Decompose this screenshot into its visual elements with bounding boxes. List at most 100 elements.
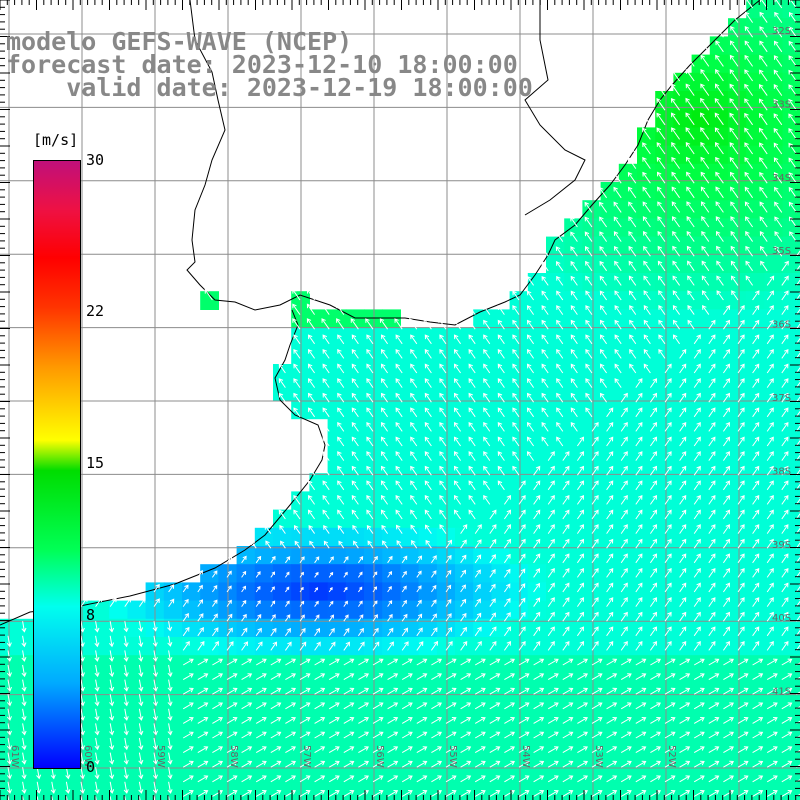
wind-arrow xyxy=(284,627,291,637)
wind-arrow xyxy=(620,640,628,651)
wind-arrow xyxy=(715,54,724,67)
wind-arrow xyxy=(715,156,724,169)
wind-speed-cell xyxy=(655,473,674,492)
wind-arrow xyxy=(410,392,418,403)
wind-arrow xyxy=(416,613,423,622)
wind-arrow xyxy=(708,597,716,607)
wind-speed-cell xyxy=(382,709,401,729)
wind-speed-cell xyxy=(473,418,492,438)
wind-arrow xyxy=(585,378,593,388)
wind-arrow xyxy=(518,538,526,549)
wind-speed-cell xyxy=(509,527,529,547)
wind-arrow xyxy=(606,480,614,491)
wind-arrow xyxy=(197,790,209,797)
wind-arrow xyxy=(576,509,585,520)
wind-arrow xyxy=(722,538,731,549)
wind-speed-cell xyxy=(746,364,765,383)
wind-speed-cell xyxy=(728,473,747,492)
wind-arrow xyxy=(424,348,432,359)
wind-arrow xyxy=(620,611,628,622)
wind-speed-cell xyxy=(527,436,547,456)
wind-arrow xyxy=(533,640,541,651)
wind-speed-cell xyxy=(691,691,711,711)
wind-arrow xyxy=(343,731,355,739)
wind-arrow xyxy=(518,687,530,695)
wind-arrow xyxy=(781,407,789,418)
wind-arrow xyxy=(562,687,574,695)
wind-arrow xyxy=(570,216,578,228)
wind-arrow xyxy=(752,290,760,301)
wind-arrow xyxy=(152,679,158,692)
wind-arrow xyxy=(445,627,453,637)
wind-arrow xyxy=(620,658,632,666)
wind-speed-cell xyxy=(564,364,583,383)
wind-arrow xyxy=(685,69,695,82)
wind-speed-cell xyxy=(127,746,147,765)
wind-speed-cell xyxy=(327,691,347,711)
wind-arrow xyxy=(562,673,574,681)
wind-speed-cell xyxy=(691,728,711,747)
wind-speed-cell xyxy=(309,655,329,674)
wind-speed-cell xyxy=(582,382,602,401)
wind-arrow xyxy=(138,752,144,765)
wind-arrow xyxy=(328,614,335,622)
wind-speed-cell xyxy=(618,673,638,693)
wind-arrow xyxy=(328,702,340,710)
wind-speed-cell xyxy=(473,455,492,474)
wind-speed-cell xyxy=(546,382,565,401)
wind-arrow xyxy=(518,524,526,534)
wind-speed-cell xyxy=(455,582,474,602)
wind-arrow xyxy=(679,673,691,681)
wind-speed-cell xyxy=(509,364,529,383)
wind-arrow xyxy=(693,451,701,461)
wind-arrow xyxy=(664,775,676,783)
wind-arrow xyxy=(744,11,754,23)
wind-speed-cell xyxy=(546,746,565,765)
wind-speed-cell xyxy=(491,364,511,383)
wind-arrow xyxy=(685,127,695,140)
wind-arrow xyxy=(701,230,710,242)
wind-arrow xyxy=(635,790,647,797)
wind-arrow xyxy=(556,305,564,315)
wind-speed-cell xyxy=(236,673,256,693)
wind-arrow xyxy=(752,509,760,520)
wind-speed-cell xyxy=(309,600,329,620)
wind-arrow xyxy=(570,421,578,432)
wind-arrow xyxy=(167,694,173,707)
wind-speed-cell xyxy=(527,673,547,693)
wind-arrow xyxy=(336,318,345,330)
wind-arrow xyxy=(518,640,526,651)
wind-speed-cell xyxy=(637,273,656,292)
wind-arrow xyxy=(460,687,472,695)
wind-arrow xyxy=(766,494,774,505)
wind-arrow xyxy=(562,524,570,534)
wind-arrow xyxy=(570,378,578,388)
wind-speed-cell xyxy=(163,655,183,674)
wind-arrow xyxy=(358,702,369,710)
wind-arrow xyxy=(766,760,778,768)
wind-arrow xyxy=(255,585,261,593)
wind-arrow xyxy=(387,790,399,797)
wind-speed-cell xyxy=(782,109,800,128)
wind-arrow xyxy=(504,687,515,695)
wind-speed-cell xyxy=(491,618,511,638)
wind-speed-cell xyxy=(582,291,602,310)
wind-arrow xyxy=(439,334,447,345)
wind-arrow xyxy=(577,717,588,724)
wind-speed-cell xyxy=(309,509,329,529)
wind-speed-cell xyxy=(163,637,183,656)
wind-arrow xyxy=(518,702,530,710)
wind-speed-cell xyxy=(546,236,565,256)
wind-arrow xyxy=(226,673,238,681)
wind-arrow xyxy=(284,600,290,607)
wind-speed-cell xyxy=(473,691,492,711)
wind-arrow xyxy=(643,275,651,286)
wind-arrow xyxy=(693,775,705,783)
wind-speed-cell xyxy=(764,364,784,383)
wind-speed-cell xyxy=(309,782,329,800)
wind-arrow xyxy=(657,216,666,228)
wind-arrow xyxy=(795,437,800,447)
wind-speed-cell xyxy=(564,400,583,420)
wind-arrow xyxy=(518,509,526,520)
wind-speed-cell xyxy=(728,327,747,347)
